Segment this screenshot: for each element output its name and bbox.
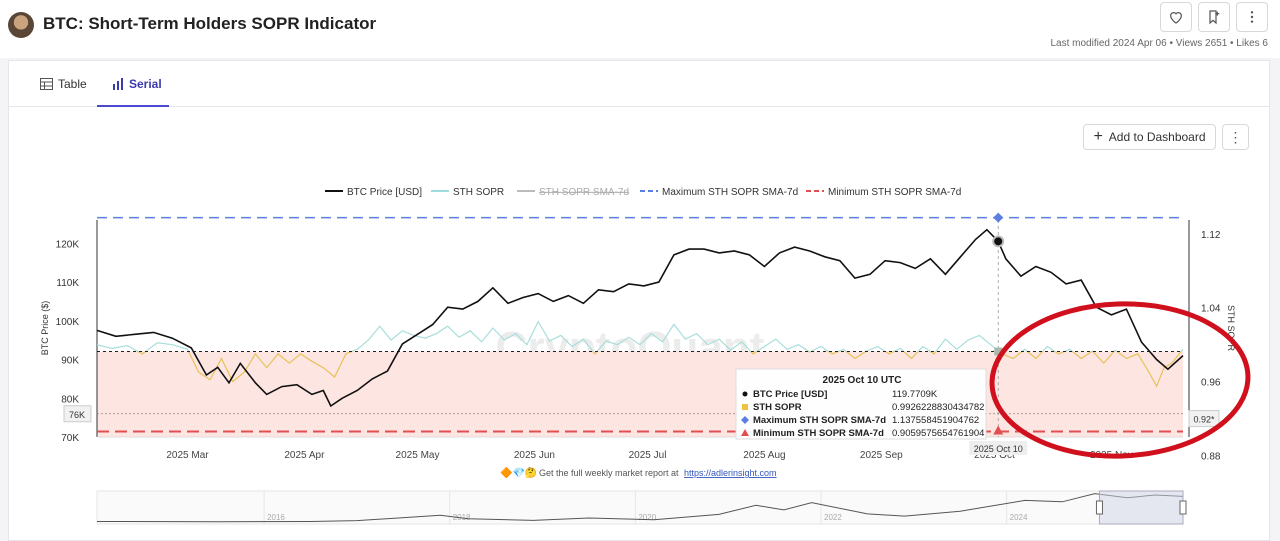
legend-item[interactable]: Minimum STH SOPR SMA-7d bbox=[828, 187, 961, 198]
tab-serial-label: Serial bbox=[129, 77, 162, 91]
y-tick-label-right: 1.04 bbox=[1201, 304, 1221, 315]
series-btc-price bbox=[96, 228, 1184, 408]
y-axis-title-left: BTC Price ($) bbox=[40, 301, 50, 356]
tooltip-series-name: STH SOPR bbox=[753, 402, 802, 413]
x-cursor-label: 2025 Oct 10 bbox=[974, 444, 1023, 454]
y-tick-label-left: 90K bbox=[61, 356, 79, 367]
x-tick-label: 2025 Oct bbox=[974, 450, 1015, 461]
page-title: BTC: Short-Term Holders SOPR Indicator bbox=[43, 14, 377, 33]
navigator-year-label: 2020 bbox=[638, 513, 656, 522]
legend-item[interactable]: STH SOPR bbox=[453, 187, 504, 198]
chart-tooltip: 2025 Oct 10 UTC BTC Price [USD] 119.7709K S… bbox=[735, 368, 987, 440]
below-reference-zone bbox=[97, 351, 1183, 437]
footer-emoji: 🔶💎🤔 bbox=[500, 466, 537, 479]
x-tick-label: 2025 Aug bbox=[743, 450, 785, 461]
plus-icon: + bbox=[1093, 128, 1103, 145]
bookmark-add-icon bbox=[1209, 10, 1220, 25]
tab-table-label: Table bbox=[58, 77, 87, 91]
tab-serial[interactable]: Serial bbox=[112, 77, 162, 91]
y-tick-label-left: 120K bbox=[56, 239, 80, 250]
more-vertical-icon bbox=[1250, 11, 1254, 23]
heart-icon bbox=[1170, 12, 1182, 24]
chart-legend: BTC Price [USD] STH SOPR STH SOPR SMA-7d Ma… bbox=[325, 187, 961, 198]
x-tick-label: 2025 Apr bbox=[284, 450, 325, 461]
like-button[interactable] bbox=[1160, 2, 1192, 32]
view-tabs: Table Serial bbox=[9, 61, 1269, 107]
navigator-series bbox=[96, 493, 1184, 523]
navigator-year-label: 2022 bbox=[824, 513, 842, 522]
tooltip-swatch bbox=[741, 429, 749, 436]
x-tick-label: 2025 Sep bbox=[860, 450, 903, 461]
y-tick-label-left: 80K bbox=[61, 394, 79, 405]
tooltip-series-name: BTC Price [USD] bbox=[753, 389, 827, 400]
tooltip-series-value: 119.7709K bbox=[892, 389, 938, 400]
cursor-point-btc bbox=[992, 235, 1005, 248]
bookmark-button[interactable] bbox=[1198, 2, 1230, 32]
chart-more-button[interactable]: ⋮ bbox=[1222, 124, 1249, 150]
bar-chart-icon bbox=[113, 78, 123, 90]
navigator-handle-left[interactable] bbox=[1095, 500, 1103, 515]
navigator-year-label: 2024 bbox=[1010, 513, 1028, 522]
cursor-point-max bbox=[993, 212, 1004, 223]
x-tick-label: 2025 May bbox=[396, 450, 440, 461]
tooltip-series-value: 1.137558451904762 bbox=[892, 415, 979, 426]
table-icon bbox=[40, 78, 53, 90]
avatar[interactable] bbox=[8, 12, 34, 38]
tooltip-series-name: Minimum STH SOPR SMA-7d bbox=[753, 428, 884, 439]
x-cursor-label-box bbox=[969, 441, 1028, 455]
tooltip-date: 2025 Oct 10 UTC bbox=[823, 375, 902, 386]
marker-label-left-box bbox=[63, 405, 92, 423]
chart-card: Table Serial + Add to Dashboard ⋮ bbox=[8, 60, 1270, 541]
y-axis-title-right: STH SOPR bbox=[1226, 305, 1236, 352]
tooltip-swatch bbox=[741, 416, 749, 424]
tooltip-box bbox=[735, 368, 987, 440]
cursor-points: 2025 Oct 10 bbox=[969, 212, 1028, 455]
more-options-button[interactable] bbox=[1236, 2, 1268, 32]
legend-item[interactable]: STH SOPR SMA-7d bbox=[539, 187, 629, 198]
add-to-dashboard-button[interactable]: + Add to Dashboard bbox=[1083, 124, 1216, 150]
tooltip-series-value: 0.9926228830434782 bbox=[892, 402, 984, 413]
cursor-point-sopr bbox=[994, 347, 1003, 356]
footer-link[interactable]: https://adlerinsight.com bbox=[684, 468, 777, 478]
y-tick-label-right: 0.96 bbox=[1201, 378, 1221, 389]
marker-label-right-box bbox=[1188, 410, 1220, 428]
navigator-window[interactable] bbox=[1098, 490, 1184, 525]
chart-footer: 🔶💎🤔 Get the full weekly market report at h… bbox=[500, 466, 777, 479]
series-sth-sopr-below bbox=[136, 351, 1182, 388]
footer-note: Get the full weekly market report at bbox=[539, 468, 679, 478]
x-tick-label: 2025 Jun bbox=[514, 450, 555, 461]
x-tick-label: 2025 Mar bbox=[166, 450, 209, 461]
y-tick-label-right: 1.12 bbox=[1201, 230, 1221, 241]
add-to-dashboard-label: Add to Dashboard bbox=[1108, 130, 1206, 144]
series-sth-sopr-above bbox=[97, 320, 1183, 352]
range-navigator[interactable]: 2016 2018 2020 2022 2024 bbox=[96, 490, 1187, 525]
active-tab-indicator bbox=[97, 105, 169, 107]
page-meta: Last modified 2024 Apr 06 • Views 2651 •… bbox=[1050, 38, 1268, 49]
x-tick-label: 2025 Jul bbox=[629, 450, 667, 461]
y-tick-label-left: 110K bbox=[56, 278, 79, 289]
tooltip-series-value: 0.9059575654761904 bbox=[892, 428, 984, 439]
marker-label-right: 0.92* bbox=[1193, 415, 1215, 425]
y-tick-label-left: 70K bbox=[61, 433, 79, 444]
annotation-circle bbox=[989, 301, 1251, 459]
navigator-year-label: 2016 bbox=[267, 513, 285, 522]
y-tick-label-right: 0.88 bbox=[1201, 451, 1221, 462]
tooltip-series-name: Maximum STH SOPR SMA-7d bbox=[753, 415, 886, 426]
marker-label-left: 76K bbox=[69, 410, 85, 420]
page-header: BTC: Short-Term Holders SOPR Indicator L… bbox=[0, 0, 1280, 58]
legend-item[interactable]: Maximum STH SOPR SMA-7d bbox=[662, 187, 798, 198]
y-tick-label-left: 100K bbox=[56, 317, 80, 328]
navigator-handle-right[interactable] bbox=[1179, 500, 1187, 515]
tooltip-swatch bbox=[742, 391, 748, 397]
cursor-point-min bbox=[993, 425, 1004, 435]
legend-item[interactable]: BTC Price [USD] bbox=[347, 187, 422, 198]
tooltip-swatch bbox=[742, 404, 748, 410]
tab-table[interactable]: Table bbox=[40, 77, 87, 91]
